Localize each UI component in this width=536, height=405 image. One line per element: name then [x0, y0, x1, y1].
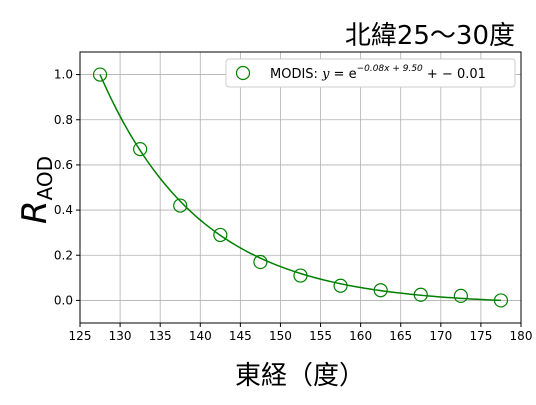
x-axis-ticks: 125 130 135 140 145 150 155 160 165 170 175 180	[69, 323, 533, 343]
legend-marker	[235, 65, 251, 81]
y-tick-label: 0.2	[54, 248, 73, 262]
y-tick-label: 0.8	[54, 113, 73, 127]
legend-suffix: + − 0.01	[423, 67, 486, 82]
x-tick-label: 145	[229, 329, 252, 343]
x-tick-label: 140	[189, 329, 212, 343]
legend-eq-lhs: y	[321, 67, 330, 82]
legend-eq-sign: = e	[329, 67, 356, 82]
x-tick-label: 135	[149, 329, 172, 343]
data-point	[213, 227, 228, 243]
y-tick-label: 0.4	[54, 203, 73, 217]
x-tick-label: 155	[309, 329, 332, 343]
y-axis-label-main: R	[15, 200, 55, 224]
fit-curve	[99, 74, 501, 302]
y-tick-label: 0.0	[54, 293, 73, 307]
x-tick-label: 160	[349, 329, 372, 343]
data-point	[413, 287, 428, 302]
x-tick-label: 150	[269, 329, 292, 343]
legend-prefix: MODIS:	[270, 67, 322, 82]
x-tick-label: 165	[389, 329, 412, 343]
plot-frame	[79, 51, 522, 324]
data-point	[493, 293, 509, 308]
legend: MODIS: y = e−0.08x + 9.50 + − 0.01	[225, 58, 516, 88]
x-tick-label: 180	[510, 329, 533, 343]
y-axis-label: RAOD	[15, 156, 57, 224]
data-point	[453, 288, 468, 303]
data-point	[173, 198, 188, 213]
x-axis-label: 東経（度）	[235, 361, 365, 391]
y-axis-label-sub: AOD	[33, 156, 57, 200]
data-point	[293, 268, 308, 283]
chart-title: 北緯25〜30度	[345, 21, 515, 51]
x-tick-label: 175	[469, 329, 492, 343]
y-axis-label-group: RAOD	[15, 156, 57, 224]
y-tick-label: 1.0	[54, 68, 73, 82]
x-tick-label: 125	[69, 329, 92, 343]
y-axis-ticks: 0.0 0.2 0.4 0.6 0.8 1.0	[54, 68, 80, 307]
x-tick-label: 130	[109, 329, 132, 343]
data-points	[92, 67, 509, 308]
data-point	[92, 67, 108, 82]
data-point	[373, 283, 388, 298]
y-tick-label: 0.6	[54, 158, 73, 172]
data-point	[133, 142, 148, 157]
legend-label: MODIS: y = e−0.08x + 9.50 + − 0.01	[270, 64, 486, 82]
x-tick-label: 170	[429, 329, 452, 343]
legend-box	[225, 58, 516, 88]
data-point	[333, 278, 348, 293]
legend-exponent: −0.08x + 9.50	[357, 64, 423, 74]
data-point	[253, 254, 268, 270]
